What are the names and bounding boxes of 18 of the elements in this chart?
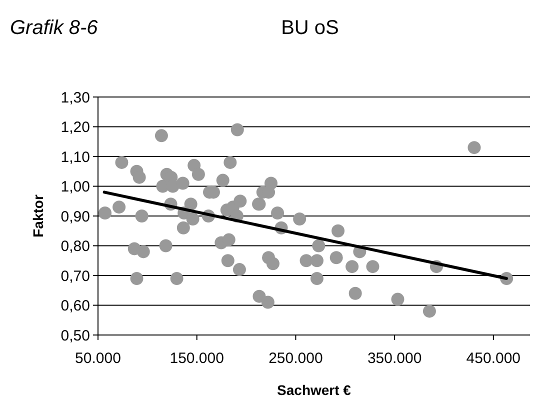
x-tick-label: 350.000 xyxy=(367,350,422,367)
x-axis-title: Sachwert € xyxy=(277,382,352,398)
x-tick-label: 50.000 xyxy=(75,350,121,367)
y-axis-title: Faktor xyxy=(30,194,46,238)
chart-title: BU oS xyxy=(281,17,339,39)
x-tick-label: 450.000 xyxy=(466,350,521,367)
y-tick-label: 0,80 xyxy=(60,238,90,255)
y-tick-label: 1,30 xyxy=(60,89,90,106)
y-tick-label: 1,00 xyxy=(60,178,90,196)
y-tick-label: 1,20 xyxy=(60,119,90,136)
y-tick-label: 0,60 xyxy=(60,298,90,314)
y-tick-label: 1,10 xyxy=(60,148,90,166)
y-tick-label: 0,50 xyxy=(60,327,90,344)
y-tick-label: 0,90 xyxy=(60,208,90,226)
text: Grafik 8-6 xyxy=(10,17,99,39)
x-tick-label: 150.000 xyxy=(170,350,224,367)
x-tick-label: 250.000 xyxy=(268,350,323,367)
y-tick-label: 0,70 xyxy=(60,268,90,285)
